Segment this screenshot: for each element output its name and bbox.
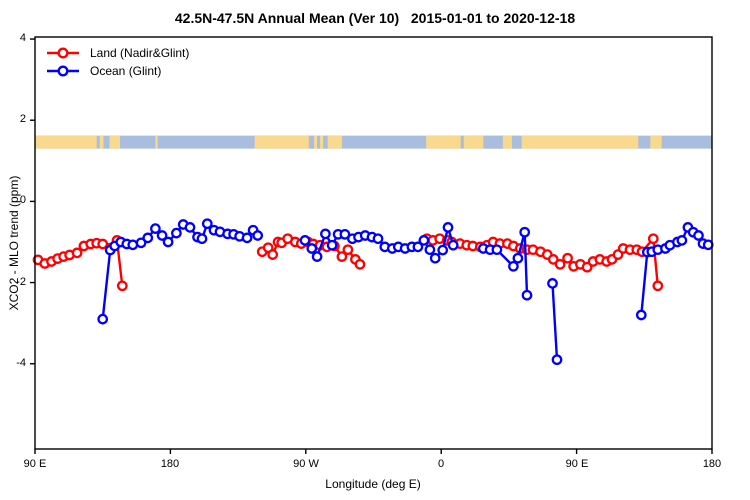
- data-point: [491, 244, 503, 256]
- data-point: [306, 243, 318, 254]
- map-strip-water: [460, 135, 464, 149]
- data-point: [547, 254, 559, 265]
- map-strip-land: [35, 135, 97, 149]
- data-point: [547, 278, 558, 289]
- map-strip-water: [323, 135, 328, 149]
- map-strip-land: [426, 135, 639, 149]
- data-point: [437, 244, 449, 256]
- x-tick-label: 90 E: [565, 458, 589, 470]
- data-point: [184, 222, 196, 233]
- data-point: [336, 251, 348, 262]
- y-tick-label: 2: [19, 113, 26, 125]
- data-point: [156, 230, 168, 241]
- map-strip-land: [650, 135, 662, 149]
- data-point: [196, 233, 208, 245]
- data-point: [442, 222, 454, 233]
- y-tick-label: -2: [16, 276, 26, 288]
- data-point: [320, 228, 331, 240]
- data-point: [693, 230, 704, 241]
- data-point: [326, 239, 338, 251]
- y-tick-label: 4: [19, 32, 26, 44]
- map-strip-land: [254, 135, 342, 149]
- y-tick-label: -4: [16, 357, 26, 369]
- series-line: [640, 251, 649, 316]
- data-point: [241, 232, 253, 244]
- data-point: [676, 235, 688, 246]
- data-point: [702, 239, 714, 251]
- legend-label-ocean: Ocean (Glint): [90, 64, 162, 78]
- data-point: [424, 244, 436, 256]
- map-strip-water: [511, 135, 522, 149]
- data-point: [508, 260, 519, 272]
- x-tick-label: 90 E: [23, 458, 47, 470]
- series-line: [551, 283, 559, 360]
- data-point: [551, 354, 563, 366]
- data-point: [652, 280, 664, 292]
- data-point: [447, 239, 459, 251]
- data-point: [342, 244, 354, 256]
- data-point: [512, 252, 524, 264]
- legend-label-land: Land (Nadir&Glint): [90, 46, 190, 60]
- data-point: [97, 313, 109, 325]
- data-point: [519, 226, 531, 238]
- data-point: [311, 251, 323, 262]
- data-point: [127, 239, 139, 251]
- data-point: [562, 252, 573, 264]
- data-point: [418, 235, 430, 246]
- chart-title: 42.5N-47.5N Annual Mean (Ver 10) 2015-01…: [174, 10, 576, 26]
- x-tick-label: 0: [437, 458, 445, 470]
- land-series-symbol-icon: [47, 47, 79, 59]
- map-strip-water: [483, 135, 503, 149]
- data-point: [171, 227, 182, 239]
- data-point: [647, 233, 659, 245]
- legend-item-land: Land (Nadir&Glint): [45, 44, 189, 62]
- data-point: [142, 232, 154, 244]
- map-strip-water: [308, 135, 315, 149]
- data-point: [339, 228, 351, 240]
- legend: Land (Nadir&Glint) Ocean (Glint): [45, 44, 189, 80]
- ocean-series-symbol-icon: [47, 65, 79, 77]
- data-point: [201, 218, 213, 230]
- data-point: [354, 258, 366, 270]
- data-point: [252, 230, 264, 241]
- map-strip-land: [109, 135, 121, 149]
- data-point: [267, 249, 279, 260]
- data-point: [429, 252, 441, 264]
- data-point: [116, 280, 128, 292]
- x-tick-label: 180: [160, 458, 180, 470]
- data-point: [635, 309, 647, 321]
- data-point: [135, 237, 147, 249]
- map-strip-land: [155, 135, 158, 149]
- data-point: [299, 235, 311, 246]
- legend-item-ocean: Ocean (Glint): [45, 62, 189, 80]
- x-tick-label: 180: [702, 458, 722, 470]
- data-point: [150, 223, 161, 234]
- map-strip-water: [317, 135, 321, 149]
- data-point: [412, 241, 424, 253]
- data-point: [372, 233, 384, 245]
- data-point: [162, 236, 174, 248]
- x-axis-label: Longitude (deg E): [325, 477, 421, 491]
- plot-box: [34, 36, 713, 450]
- data-point: [554, 258, 566, 270]
- data-point: [521, 289, 533, 301]
- x-tick-label: 90 W: [293, 458, 319, 470]
- map-strip-land: [99, 135, 104, 149]
- y-tick-label: 0: [19, 194, 26, 206]
- data-point: [71, 247, 83, 259]
